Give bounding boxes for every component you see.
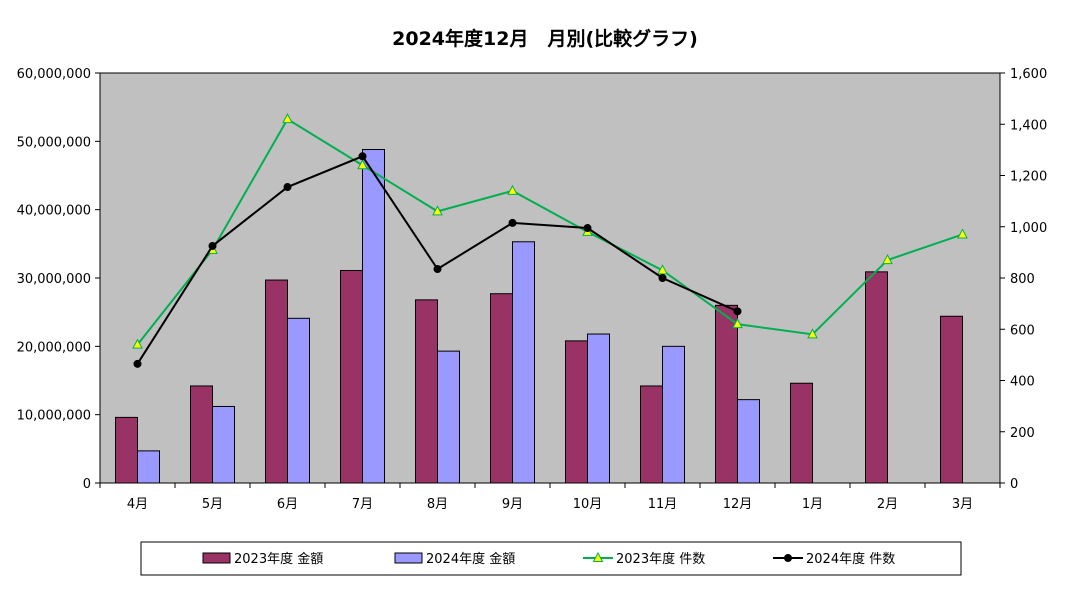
legend-label: 2024年度 件数 (806, 551, 895, 567)
bar (565, 340, 588, 484)
bar (362, 149, 385, 484)
legend-swatch (202, 552, 231, 564)
right-axis-label: 0 (1010, 477, 1018, 492)
bar (190, 385, 213, 484)
bar (137, 450, 160, 484)
series-line (136, 117, 963, 346)
point (358, 152, 367, 161)
left-axis-label: 40,000,000 (17, 204, 91, 219)
bar (662, 345, 685, 484)
point (507, 184, 518, 195)
right-axis-label: 200 (1010, 426, 1035, 441)
point (133, 359, 142, 368)
x-axis-label: 6月 (277, 497, 298, 512)
point (282, 113, 293, 124)
bar (212, 405, 235, 484)
left-axis-label: 0 (83, 477, 91, 492)
legend-box (140, 541, 962, 576)
legend-marker (592, 551, 604, 562)
point (508, 218, 517, 227)
left-axis-label: 10,000,000 (17, 409, 91, 424)
right-axis-label: 1,000 (1010, 221, 1047, 236)
bar (865, 271, 888, 484)
bar (512, 241, 535, 484)
point (957, 228, 968, 239)
right-axis-label: 1,600 (1010, 67, 1047, 82)
right-axis-label: 1,200 (1010, 170, 1047, 185)
point (733, 307, 742, 316)
point (208, 241, 217, 250)
x-axis-label: 8月 (427, 497, 448, 512)
bar (415, 299, 438, 484)
bar (790, 382, 813, 484)
right-axis-label: 800 (1010, 272, 1035, 287)
bar (737, 399, 760, 484)
legend-label: 2024年度 金額 (426, 551, 515, 567)
point (357, 159, 368, 170)
left-axis-label: 60,000,000 (17, 67, 91, 82)
legend-label: 2023年度 件数 (616, 551, 705, 567)
point (132, 338, 143, 349)
point (807, 328, 818, 339)
bar (490, 293, 513, 484)
x-axis-label: 2月 (877, 497, 898, 512)
point (283, 183, 292, 192)
point (583, 224, 592, 233)
x-axis-label: 5月 (202, 497, 223, 512)
legend-swatch (394, 552, 423, 564)
left-axis-label: 20,000,000 (17, 340, 91, 355)
left-axis-label: 30,000,000 (17, 272, 91, 287)
legend: 2023年度 金額 2024年度 金額 2023年度 件数 2024年度 件数 (140, 541, 962, 576)
bar (940, 315, 963, 484)
x-axis-label: 9月 (502, 497, 523, 512)
legend-marker (784, 554, 792, 562)
point (732, 318, 743, 329)
left-axis-label: 50,000,000 (17, 135, 91, 150)
legend-label: 2023年度 金額 (234, 551, 323, 567)
x-axis-label: 3月 (952, 497, 973, 512)
x-axis-label: 7月 (352, 497, 373, 512)
bar (437, 350, 460, 484)
right-axis-label: 600 (1010, 323, 1035, 338)
bar (115, 416, 138, 484)
right-axis-label: 1,400 (1010, 118, 1047, 133)
x-axis-label: 12月 (723, 497, 753, 512)
x-axis-label: 10月 (573, 497, 603, 512)
chart-title: 2024年度12月 月別(比較グラフ) (392, 27, 698, 50)
right-axis-label: 400 (1010, 375, 1035, 390)
bar (265, 279, 288, 484)
point (882, 253, 893, 265)
bar (587, 333, 610, 484)
bar (340, 269, 363, 484)
point (432, 205, 443, 216)
x-axis-label: 4月 (127, 497, 148, 512)
bar (715, 304, 738, 484)
x-axis-label: 11月 (648, 497, 678, 512)
point (658, 274, 667, 282)
point (657, 264, 668, 275)
bar (287, 317, 310, 484)
x-axis-label: 1月 (802, 497, 823, 512)
plot-area (99, 72, 1001, 484)
bar (640, 385, 663, 484)
point (433, 265, 442, 274)
